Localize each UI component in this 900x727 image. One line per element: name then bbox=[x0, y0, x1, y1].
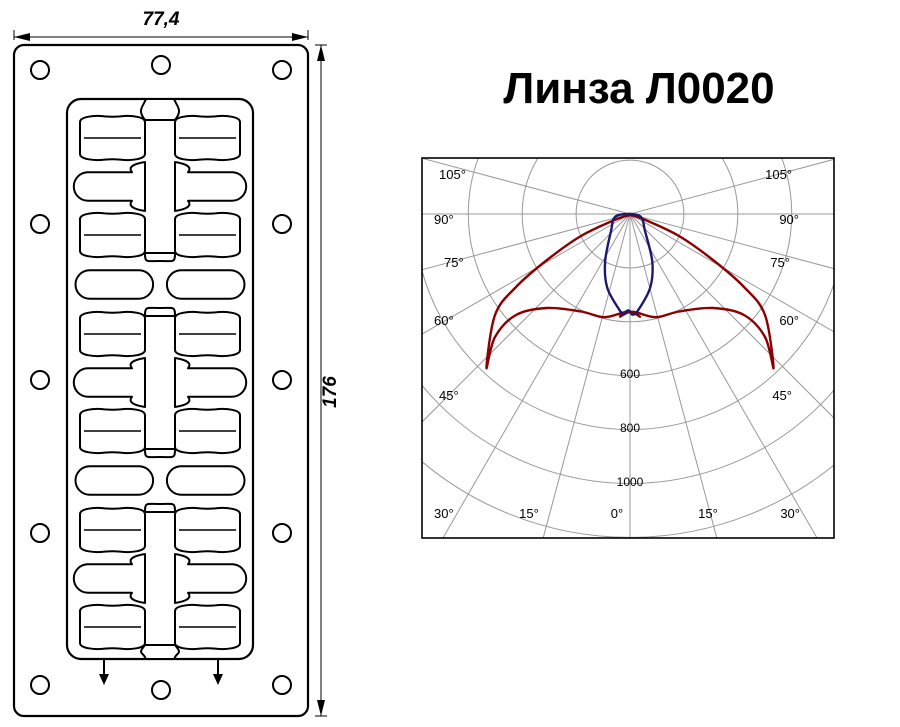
svg-text:176: 176 bbox=[320, 376, 341, 408]
svg-text:30°: 30° bbox=[780, 506, 800, 521]
svg-text:60°: 60° bbox=[779, 313, 799, 328]
svg-text:15°: 15° bbox=[698, 506, 718, 521]
svg-text:75°: 75° bbox=[444, 255, 464, 270]
svg-text:30°: 30° bbox=[434, 506, 454, 521]
svg-text:105°: 105° bbox=[439, 167, 466, 182]
svg-text:45°: 45° bbox=[439, 388, 459, 403]
svg-text:90°: 90° bbox=[779, 212, 799, 227]
svg-text:77,4: 77,4 bbox=[143, 9, 180, 30]
svg-text:1000: 1000 bbox=[617, 475, 644, 489]
svg-text:105°: 105° bbox=[765, 167, 792, 182]
svg-text:0°: 0° bbox=[611, 506, 623, 521]
svg-text:90°: 90° bbox=[434, 212, 454, 227]
svg-text:45°: 45° bbox=[772, 388, 792, 403]
svg-text:75°: 75° bbox=[770, 255, 790, 270]
svg-text:60°: 60° bbox=[434, 313, 454, 328]
svg-text:Линза Л0020: Линза Л0020 bbox=[503, 64, 774, 113]
svg-text:800: 800 bbox=[620, 421, 640, 435]
svg-text:15°: 15° bbox=[519, 506, 539, 521]
svg-text:600: 600 bbox=[620, 367, 640, 381]
